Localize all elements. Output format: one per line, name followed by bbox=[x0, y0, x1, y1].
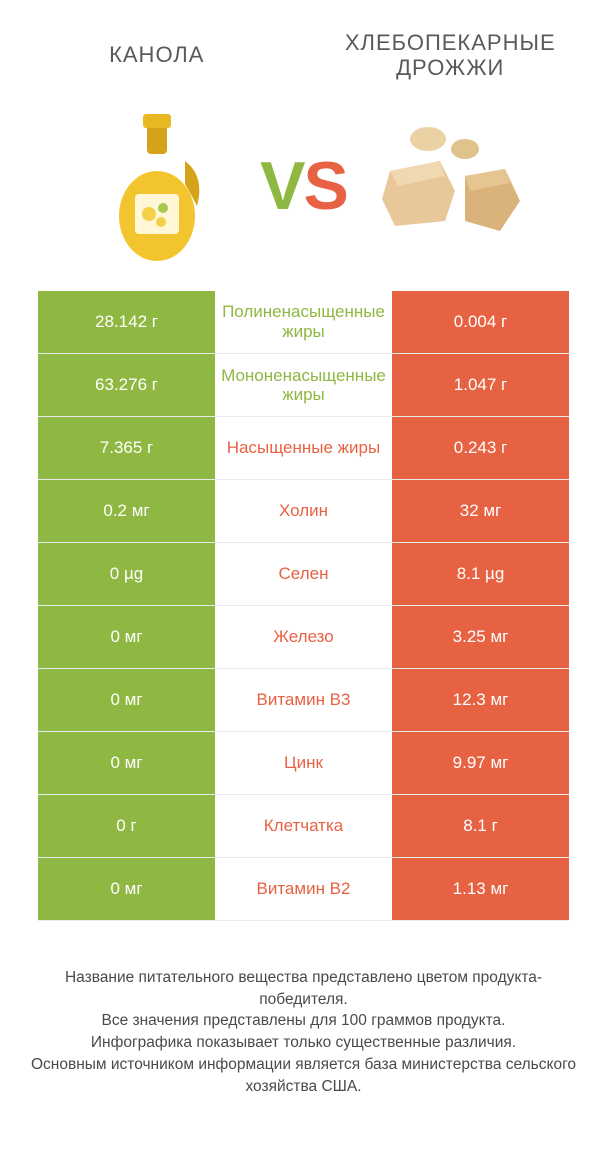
table-row: 0 µgСелен8.1 µg bbox=[38, 543, 569, 606]
product-title-right-line2: ДРОЖЖИ bbox=[396, 55, 504, 80]
left-value-cell: 0 мг bbox=[38, 732, 215, 795]
comparison-table-wrap: 28.142 гПолиненасыщенные жиры0.004 г63.2… bbox=[0, 291, 607, 922]
nutrient-label-cell: Мононенасыщенные жиры bbox=[215, 354, 392, 417]
product-image-left bbox=[72, 101, 242, 271]
canola-bottle-icon bbox=[107, 106, 207, 266]
right-value-cell: 1.13 мг bbox=[392, 858, 569, 921]
nutrient-label-cell: Витамин B2 bbox=[215, 858, 392, 921]
left-value-cell: 0.2 мг bbox=[38, 480, 215, 543]
right-value-cell: 0.243 г bbox=[392, 417, 569, 480]
nutrient-label-cell: Витамин B3 bbox=[215, 669, 392, 732]
yeast-blocks-icon bbox=[370, 121, 530, 251]
header: КАНОЛА ХЛЕБОПЕКАРНЫЕ ДРОЖЖИ bbox=[0, 0, 607, 91]
footer-notes: Название питательного вещества представл… bbox=[0, 921, 607, 1097]
table-row: 0 мгЖелезо3.25 мг bbox=[38, 606, 569, 669]
vs-s: S bbox=[304, 147, 347, 225]
nutrient-label-cell: Насыщенные жиры bbox=[215, 417, 392, 480]
left-value-cell: 0 мг bbox=[38, 669, 215, 732]
nutrient-label-cell: Цинк bbox=[215, 732, 392, 795]
nutrient-label-cell: Селен bbox=[215, 543, 392, 606]
vs-label: VS bbox=[260, 147, 347, 225]
product-title-right: ХЛЕБОПЕКАРНЫЕ ДРОЖЖИ bbox=[304, 30, 598, 81]
left-value-cell: 0 мг bbox=[38, 606, 215, 669]
right-value-cell: 8.1 г bbox=[392, 795, 569, 858]
left-value-cell: 63.276 г bbox=[38, 354, 215, 417]
nutrient-label-cell: Полиненасыщенные жиры bbox=[215, 291, 392, 354]
table-row: 0.2 мгХолин32 мг bbox=[38, 480, 569, 543]
comparison-table: 28.142 гПолиненасыщенные жиры0.004 г63.2… bbox=[38, 291, 569, 922]
left-value-cell: 0 г bbox=[38, 795, 215, 858]
vs-v: V bbox=[260, 147, 303, 225]
product-title-left: КАНОЛА bbox=[10, 42, 304, 68]
right-value-cell: 0.004 г bbox=[392, 291, 569, 354]
footer-line: Инфографика показывает только существенн… bbox=[28, 1032, 579, 1054]
table-row: 0 гКлетчатка8.1 г bbox=[38, 795, 569, 858]
images-row: VS bbox=[0, 91, 607, 291]
table-row: 0 мгВитамин B312.3 мг bbox=[38, 669, 569, 732]
product-image-right bbox=[365, 101, 535, 271]
right-value-cell: 32 мг bbox=[392, 480, 569, 543]
left-value-cell: 28.142 г bbox=[38, 291, 215, 354]
right-value-cell: 9.97 мг bbox=[392, 732, 569, 795]
right-value-cell: 8.1 µg bbox=[392, 543, 569, 606]
table-row: 0 мгЦинк9.97 мг bbox=[38, 732, 569, 795]
nutrient-label-cell: Железо bbox=[215, 606, 392, 669]
footer-line: Основным источником информации является … bbox=[28, 1054, 579, 1097]
nutrient-label-cell: Холин bbox=[215, 480, 392, 543]
product-title-right-line1: ХЛЕБОПЕКАРНЫЕ bbox=[345, 30, 556, 55]
right-value-cell: 1.047 г bbox=[392, 354, 569, 417]
footer-line: Название питательного вещества представл… bbox=[28, 967, 579, 1010]
footer-line: Все значения представлены для 100 граммо… bbox=[28, 1010, 579, 1032]
left-value-cell: 7.365 г bbox=[38, 417, 215, 480]
table-row: 63.276 гМононенасыщенные жиры1.047 г bbox=[38, 354, 569, 417]
nutrient-label-cell: Клетчатка bbox=[215, 795, 392, 858]
left-value-cell: 0 µg bbox=[38, 543, 215, 606]
table-row: 0 мгВитамин B21.13 мг bbox=[38, 858, 569, 921]
right-value-cell: 3.25 мг bbox=[392, 606, 569, 669]
left-value-cell: 0 мг bbox=[38, 858, 215, 921]
right-value-cell: 12.3 мг bbox=[392, 669, 569, 732]
table-row: 28.142 гПолиненасыщенные жиры0.004 г bbox=[38, 291, 569, 354]
table-row: 7.365 гНасыщенные жиры0.243 г bbox=[38, 417, 569, 480]
